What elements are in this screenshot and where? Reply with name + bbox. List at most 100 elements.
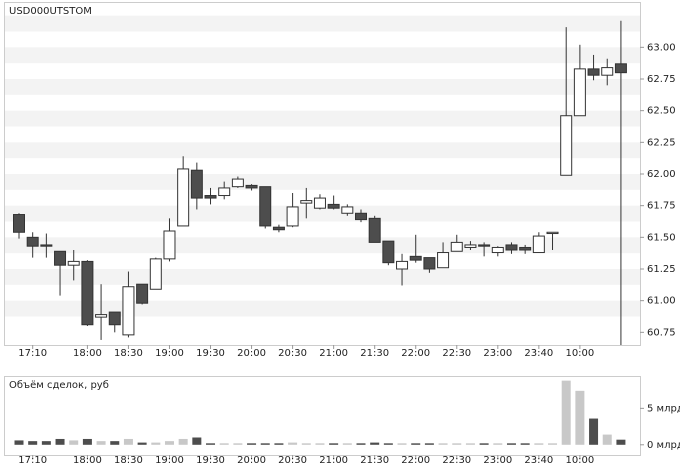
candle-body: [437, 252, 450, 269]
candle-body: [532, 235, 545, 254]
volume-bar: [137, 442, 147, 445]
volume-bar: [452, 443, 462, 445]
x-tick-label: 22:00: [401, 348, 430, 359]
volume-bar: [301, 443, 311, 445]
candle-body: [81, 260, 94, 326]
x-tick-label: 19:30: [196, 455, 225, 466]
x-tick-label: 23:40: [524, 348, 553, 359]
candle-body: [573, 68, 586, 117]
volume-bar: [397, 443, 407, 445]
x-tick-label: 23:40: [524, 455, 553, 466]
candle-body: [218, 187, 231, 197]
candle-body: [259, 186, 272, 227]
candle-body: [368, 217, 381, 243]
candle-body: [54, 250, 67, 266]
volume-bar: [69, 440, 79, 445]
x-tick-label: 23:00: [483, 455, 512, 466]
band: [5, 110, 640, 127]
candle-body: [190, 169, 203, 199]
band: [5, 47, 640, 64]
candle-body: [108, 311, 121, 326]
volume-bar: [534, 443, 544, 445]
y-tick-label: 63.00: [647, 42, 676, 53]
y-tick-label: 62.75: [647, 74, 676, 85]
candle-body: [245, 184, 258, 189]
volume-bar: [520, 443, 530, 445]
x-tick-label: 20:30: [278, 348, 307, 359]
x-tick-label: 21:00: [319, 455, 348, 466]
x-tick-label: 20:00: [237, 348, 266, 359]
x-tick-label: 17:10: [18, 348, 47, 359]
candle-body: [272, 226, 285, 231]
candle-body: [341, 206, 354, 214]
x-tick-label: 18:00: [73, 348, 102, 359]
candle-body: [327, 203, 340, 209]
candle-body: [519, 246, 532, 251]
y-tick-label: 61.50: [647, 232, 676, 243]
volume-bar: [342, 443, 352, 445]
candle-body: [26, 236, 39, 247]
x-tick-label: 20:00: [237, 455, 266, 466]
candle-body: [382, 240, 395, 264]
x-tick-label: 22:00: [401, 455, 430, 466]
band: [5, 269, 640, 285]
volume-bar: [192, 437, 202, 445]
volume-bar: [123, 438, 133, 445]
band: [5, 205, 640, 222]
volume-bar: [370, 442, 380, 445]
candle-body: [396, 260, 409, 270]
volume-bar: [206, 443, 216, 445]
x-tick-label: 22:30: [442, 455, 471, 466]
y-tick-label: 60.75: [647, 327, 676, 338]
x-tick-label: 21:30: [360, 348, 389, 359]
candle-body: [286, 206, 299, 227]
y-tick-label: 61.00: [647, 296, 676, 307]
candle-body: [546, 231, 559, 235]
y-tick-label: 62.50: [647, 106, 676, 117]
y-tick-label: 0 млрд: [647, 440, 680, 451]
x-tick-label: 21:00: [319, 348, 348, 359]
candle-body: [478, 244, 491, 247]
candle-body: [614, 63, 627, 74]
candle-body: [505, 244, 518, 251]
candle-body: [67, 260, 80, 266]
volume-bar: [164, 441, 174, 445]
candle-body: [464, 244, 477, 248]
volume-bar: [110, 441, 120, 445]
y-tick-label: 62.00: [647, 169, 676, 180]
volume-bar: [329, 443, 339, 445]
x-tick-label: 20:30: [278, 455, 307, 466]
volume-bar: [479, 443, 489, 445]
volume-bar: [356, 443, 366, 445]
candle-body: [122, 286, 135, 336]
x-tick-label: 19:30: [196, 348, 225, 359]
chart-title: USD000UTSTOM: [9, 6, 92, 17]
x-tick-label: 18:30: [114, 348, 143, 359]
x-tick-label: 22:30: [442, 348, 471, 359]
band: [5, 79, 640, 95]
candle-body: [231, 178, 244, 188]
x-tick-label: 19:00: [155, 348, 184, 359]
x-tick-label: 17:10: [18, 455, 47, 466]
volume-bar: [493, 443, 503, 445]
volume-bar: [28, 441, 38, 445]
candle-body: [149, 258, 162, 290]
x-tick-label: 21:30: [360, 455, 389, 466]
volume-bar: [506, 443, 516, 445]
volume-bar: [55, 438, 65, 445]
candle-body: [409, 255, 422, 261]
candle-body: [587, 68, 600, 76]
volume-bar: [602, 434, 612, 445]
candle-body: [355, 212, 367, 221]
volume-bar: [260, 443, 270, 445]
y-tick-label: 61.75: [647, 201, 676, 212]
candle-body: [204, 195, 217, 199]
band: [5, 142, 640, 159]
volume-bar: [14, 440, 24, 445]
volume-bar: [82, 438, 92, 445]
volume-bar: [41, 441, 51, 445]
volume-bar: [151, 442, 161, 445]
volume-bar: [233, 443, 243, 445]
volume-bar: [383, 443, 393, 445]
